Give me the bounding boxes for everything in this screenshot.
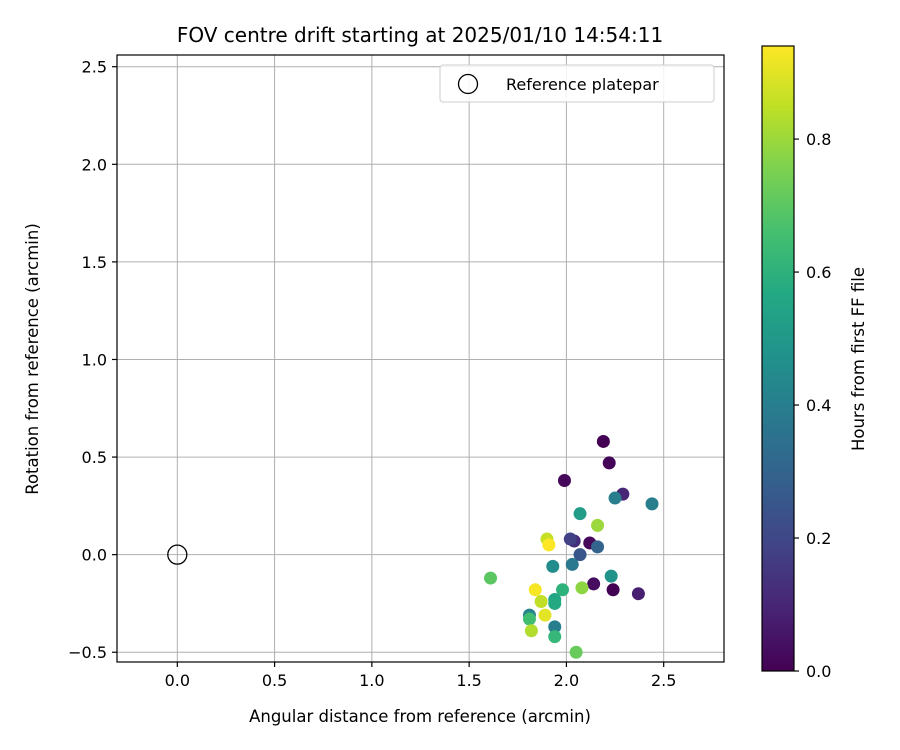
- x-tick-label: 2.0: [554, 671, 579, 690]
- data-point: [484, 571, 498, 585]
- y-tick-label: 0.5: [82, 448, 107, 467]
- x-tick-label: 0.5: [262, 671, 287, 690]
- data-point: [573, 507, 587, 521]
- data-point: [542, 538, 556, 552]
- reference-platepar-marker: [167, 544, 188, 565]
- data-point: [602, 456, 616, 470]
- colorbar-tick-label: 0.8: [806, 130, 831, 149]
- legend-box: [439, 64, 715, 103]
- data-point: [548, 596, 562, 610]
- legend: Reference platepar: [439, 64, 715, 103]
- data-point: [556, 583, 570, 597]
- colorbar-gradient: [761, 45, 795, 672]
- data-point: [606, 583, 620, 597]
- data-point: [534, 594, 548, 608]
- legend-entry-label: Reference platepar: [506, 75, 659, 94]
- colorbar-tick-label: 0.0: [806, 662, 831, 681]
- y-tick-label: 1.0: [82, 350, 107, 369]
- data-point: [575, 581, 589, 595]
- colorbar-label: Hours from first FF file: [849, 267, 868, 451]
- x-axis-label: Angular distance from reference (arcmin): [249, 707, 591, 726]
- data-points: [484, 434, 659, 659]
- data-point: [528, 583, 542, 597]
- plot-area-frame: [116, 54, 725, 663]
- x-tick-label: 1.5: [456, 671, 481, 690]
- data-point: [604, 569, 618, 583]
- reference-marker: [167, 544, 188, 565]
- data-point: [569, 645, 583, 659]
- data-point: [591, 518, 605, 532]
- data-point: [522, 612, 536, 626]
- data-point: [546, 559, 560, 573]
- data-point: [591, 540, 605, 554]
- colorbar: 0.0 0.2 0.4 0.6 0.8 Hours from first FF file: [761, 45, 868, 681]
- data-point: [563, 532, 577, 546]
- data-point: [645, 497, 659, 511]
- colorbar-ticks: 0.0 0.2 0.4 0.6 0.8: [794, 130, 831, 681]
- chart-title: FOV centre drift starting at 2025/01/10 …: [177, 23, 663, 47]
- y-tick-label: −0.5: [68, 643, 107, 662]
- data-point: [565, 557, 579, 571]
- colorbar-tick-label: 0.4: [806, 396, 831, 415]
- data-point: [548, 620, 562, 634]
- data-point: [524, 624, 538, 638]
- x-tick-label: 2.5: [651, 671, 676, 690]
- y-tick-label: 2.0: [82, 155, 107, 174]
- y-tick-label: 0.0: [82, 546, 107, 565]
- data-point: [596, 434, 610, 448]
- data-point: [631, 587, 645, 601]
- data-point: [538, 608, 552, 622]
- x-tick-label: 0.0: [165, 671, 190, 690]
- grid-lines: [117, 55, 724, 662]
- x-tick-label: 1.0: [359, 671, 384, 690]
- data-point: [573, 548, 587, 562]
- y-axis-label: Rotation from reference (arcmin): [23, 223, 42, 495]
- y-tick-label: 1.5: [82, 253, 107, 272]
- legend-open-circle-marker: [457, 73, 479, 95]
- colorbar-tick-label: 0.2: [806, 529, 831, 548]
- y-axis-ticks: −0.5 0.0 0.5 1.0 1.5 2.0 2.5: [68, 58, 117, 662]
- data-point: [548, 630, 562, 644]
- y-tick-label: 2.5: [82, 58, 107, 77]
- data-point: [557, 473, 571, 487]
- colorbar-tick-label: 0.6: [806, 263, 831, 282]
- data-point: [587, 577, 601, 591]
- data-point: [608, 491, 622, 505]
- x-axis-ticks: 0.0 0.5 1.0 1.5 2.0 2.5: [165, 662, 676, 690]
